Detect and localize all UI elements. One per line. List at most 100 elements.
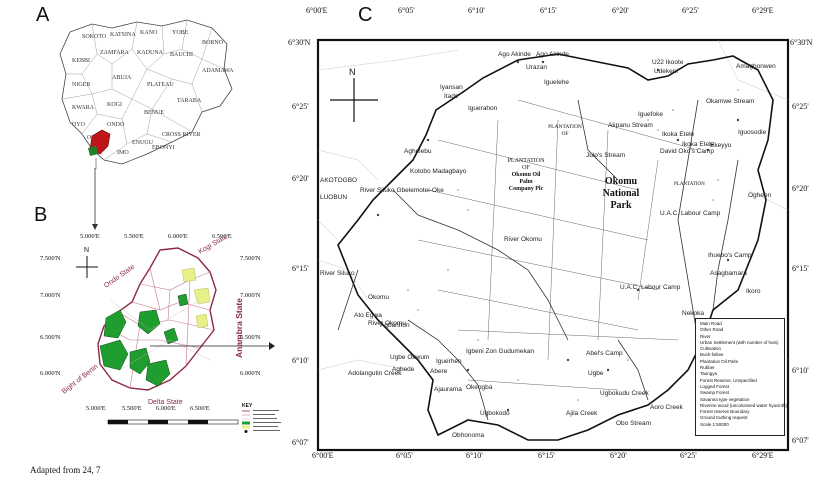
place-label: Ago Akinde [536, 51, 569, 58]
svg-text:TARABA: TARABA [177, 98, 202, 104]
forest-reserve-7 [177, 293, 189, 307]
c-bottom-lon-5: 6°20' [610, 451, 627, 460]
c-right-lat-4: 6°15' [792, 264, 809, 273]
place-label: Abel's Camp [586, 350, 623, 357]
b-bottom-lon-3: 6.000'E [156, 405, 176, 412]
place-label: Obhonoma [452, 432, 485, 439]
place-label: Kotobo Madagbayo [410, 168, 467, 175]
place-label: River Siluko [320, 270, 355, 277]
place-label: LUOBUN [320, 194, 348, 201]
place-label: Ekeyyu [710, 142, 732, 149]
place-label: Iyansan [440, 84, 463, 91]
b-right-lat-4: 6.000'N [240, 370, 261, 377]
place-label: Ugbokodo [480, 410, 510, 417]
place-label: River Siluko Gbelemotei-Oke [360, 187, 444, 194]
place-label: Julo's Stream [586, 152, 626, 159]
place-label: Iguerahon [468, 105, 498, 112]
c-left-lat-1: 6°30'N [288, 38, 311, 47]
c-legend-list: Main Road Other Road River Urban Settlement… [700, 321, 788, 428]
place-label: U.A.C. Labour Camp [660, 210, 721, 217]
place-label: Igbeni Zon Gudumekan [466, 348, 534, 355]
c-top-lon-6: 6°25' [682, 6, 699, 15]
place-label: Obo Stream [616, 420, 652, 427]
legend-item: Rubber [700, 365, 715, 371]
park-name-line-3: Park [610, 200, 632, 211]
c-top-lon-7: 6°29'E [752, 6, 774, 15]
anambra-state-label: Anambra State [234, 298, 244, 358]
connector-b-c [245, 342, 275, 350]
place-label: U22 Ikoote [652, 59, 684, 66]
svg-text:BORNO: BORNO [202, 40, 224, 46]
place-label: Aghelebu [404, 148, 432, 155]
c-right-lat-2: 6°25' [792, 102, 809, 111]
okomu-forest-highlight [88, 146, 98, 156]
plantation-of-label: PLANTATION OF [542, 124, 588, 137]
nigeria-outline [59, 19, 233, 165]
svg-text:YOBE: YOBE [172, 30, 189, 36]
c-top-lon-2: 6°05' [398, 6, 415, 15]
c-right-lat-6: 6°07' [792, 436, 809, 445]
place-label: River Okomu [504, 236, 542, 243]
c-top-lon-5: 6°20' [612, 6, 629, 15]
svg-text:ADAMAWA: ADAMAWA [202, 68, 234, 74]
place-label: Ago Akinde [498, 51, 531, 58]
svg-text:ZAMFARA: ZAMFARA [100, 50, 130, 56]
b-bottom-lon-1: 5.000'E [86, 405, 106, 412]
b-right-lat-3: 6.500'N [240, 334, 261, 341]
legend-item: Riverine wood (uncolonised water hyacint… [700, 402, 788, 408]
place-label: Agbanhon [380, 322, 410, 329]
svg-text:KOGI: KOGI [107, 102, 122, 108]
svg-text:KANO: KANO [140, 30, 158, 36]
place-label: Adolangutin Creek [348, 370, 402, 377]
c-bottom-lon-4: 6°15' [538, 451, 555, 460]
legend-item: Forest reserve Boundary [700, 409, 750, 415]
connector-a-b [92, 168, 98, 230]
nigeria-map: SOKOTO KATSINA KANO YOBE BORNO KEBBI ZAMFARA… [59, 19, 234, 169]
svg-text:ONDO: ONDO [107, 122, 125, 128]
place-label: Asagbamara [710, 270, 747, 277]
b-top-lon-3: 6.000'E [168, 233, 188, 240]
panel-letter-a: A [36, 4, 50, 26]
plantation-of-line-2: OF [561, 130, 569, 137]
legend-item: Scale 1:50000 [700, 421, 729, 427]
plantation-okomu-line-4: Palm [519, 179, 533, 185]
place-label: Akpanu Stream [608, 122, 653, 129]
svg-text:IMO: IMO [117, 150, 129, 156]
place-label: Iguosodie [738, 129, 767, 136]
c-bottom-lon-6: 6°25' [680, 451, 697, 460]
legend-item: Bush-fallow [700, 352, 724, 358]
place-label: Nekoka [682, 310, 705, 317]
edo-state-map [97, 247, 245, 391]
svg-text:EBONYI: EBONYI [152, 145, 175, 151]
c-right-lat-3: 6°20' [792, 184, 809, 193]
place-label: Abere [430, 368, 448, 375]
c-top-lon-1: 6°00'E [306, 6, 328, 15]
panel-letter-b: B [34, 204, 48, 226]
c-bottom-lon-1: 6°00'E [312, 451, 334, 460]
plantation-okomu-line-1: PLANTATION [507, 158, 545, 164]
place-label: Ikoro [746, 288, 761, 295]
svg-text:BENUE: BENUE [144, 110, 164, 116]
place-label: Ugbokudu Creek [600, 390, 649, 397]
c-left-lat-2: 6°25' [292, 102, 309, 111]
c-right-lat-5: 6°10' [792, 366, 809, 375]
b-bottom-lon-4: 6.500'E [190, 405, 210, 412]
plantation-okomu-line-5: Company Plc [508, 186, 544, 192]
b-left-lat-1: 7.500'N [40, 255, 61, 262]
legend-item: Logged Forest [700, 383, 730, 389]
c-left-lat-3: 6°20' [292, 174, 309, 183]
b-scale-bar [107, 419, 239, 425]
plantation-okomu-line-2: OF [522, 165, 530, 171]
place-label: Ugbe Okwum [390, 354, 430, 361]
place-label: Ugbe [588, 370, 604, 377]
svg-text:KWARA: KWARA [72, 105, 95, 111]
panel-letter-c: C [358, 4, 373, 26]
b-top-lon-4: 6.500'E [212, 233, 232, 240]
forest-reserve-1 [103, 309, 127, 339]
yellow-area-1 [193, 287, 211, 305]
park-name-line-2: National [602, 188, 640, 199]
svg-text:OYO: OYO [72, 122, 86, 128]
b-right-lat-2: 7.000'N [240, 292, 261, 299]
place-label: Ato Egwa [354, 312, 382, 319]
place-label: Ihuebo's Camp [708, 252, 752, 259]
